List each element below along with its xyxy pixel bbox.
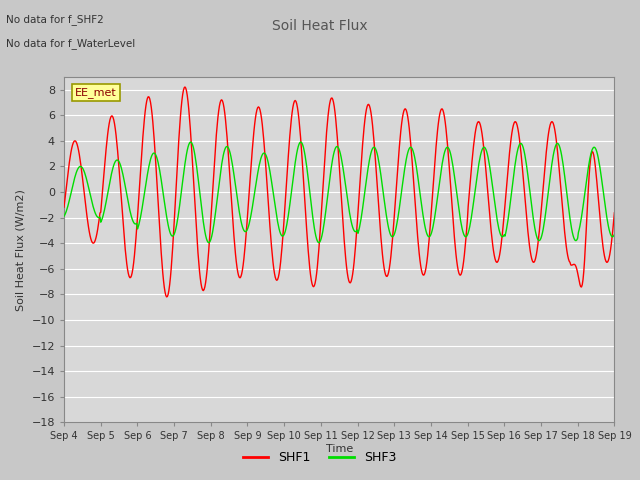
Text: No data for f_SHF2: No data for f_SHF2 xyxy=(6,14,104,25)
Legend: SHF1, SHF3: SHF1, SHF3 xyxy=(238,446,402,469)
X-axis label: Time: Time xyxy=(326,444,353,454)
Text: No data for f_WaterLevel: No data for f_WaterLevel xyxy=(6,38,136,49)
Text: EE_met: EE_met xyxy=(75,87,116,98)
Text: Soil Heat Flux: Soil Heat Flux xyxy=(272,19,368,33)
Y-axis label: Soil Heat Flux (W/m2): Soil Heat Flux (W/m2) xyxy=(16,189,26,311)
